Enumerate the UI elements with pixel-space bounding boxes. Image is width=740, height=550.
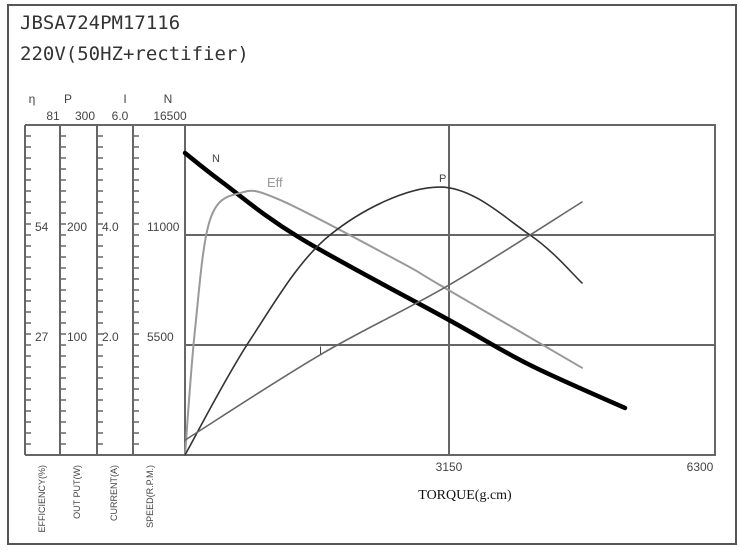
x-tick-3150: 3150 (436, 460, 463, 474)
scale-tick-label: 2.0 (102, 330, 119, 344)
scale-top: 81 (46, 109, 60, 123)
scale-tick-label: 11000 (147, 220, 180, 234)
chart-subtitle: 220V(50HZ+rectifier) (20, 43, 249, 65)
curve-eff (184, 189, 584, 456)
series-label-i: I (319, 345, 322, 357)
series-label-p: P (439, 173, 446, 185)
curves (182, 150, 628, 456)
scale-symbol: I (123, 92, 126, 106)
scale-label: OUT PUT(W) (72, 465, 82, 519)
scale-tick-label: 200 (67, 220, 87, 234)
scale-symbol: η (29, 92, 36, 106)
scale-tick-label: 54 (35, 220, 49, 234)
scale-tick-label: 5500 (147, 330, 174, 344)
scale-tick-label: 4.0 (102, 220, 119, 234)
scale-symbol: N (164, 92, 173, 106)
chart-title: JBSA724PM17116 (20, 12, 180, 34)
scale-top: 6.0 (112, 109, 129, 123)
x-tick-6300: 6300 (687, 460, 714, 474)
scale-tick-label: 100 (67, 330, 87, 344)
x-axis-label: TORQUE(g.cm) (418, 488, 512, 503)
scale-top: 300 (75, 109, 95, 123)
series-label-eff: Eff (267, 175, 283, 190)
scale-top: 16500 (153, 109, 187, 123)
scale-label: SPEED(R.P.M.) (145, 465, 155, 528)
curve-i (184, 201, 583, 441)
series-label-n: N (212, 153, 220, 165)
outer-frame (7, 4, 737, 545)
scale-label: EFFICIENCY(%) (37, 465, 47, 533)
curve-n (182, 150, 628, 411)
scale-label: CURRENT(A) (109, 465, 119, 521)
scale-tick-label: 27 (35, 330, 49, 344)
scale-symbol: P (64, 92, 72, 106)
